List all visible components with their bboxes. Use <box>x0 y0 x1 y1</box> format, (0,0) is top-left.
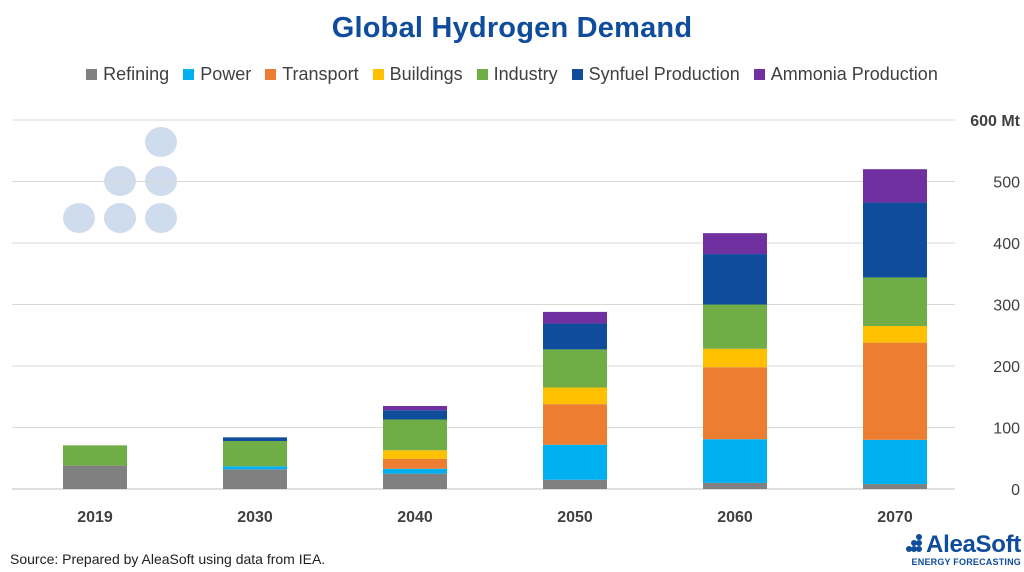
legend-label: Ammonia Production <box>770 64 938 84</box>
y-tick-label: 600 Mt <box>970 113 1020 130</box>
x-tick-label: 2019 <box>77 509 113 526</box>
bar-segment <box>383 468 447 474</box>
bar-segment <box>223 466 287 470</box>
bar-segment <box>223 469 287 489</box>
y-tick-label: 100 <box>993 421 1020 438</box>
bar-segment <box>543 349 607 388</box>
y-tick-label: 400 <box>993 236 1020 253</box>
bar-segment <box>543 323 607 350</box>
logo-tagline: ENERGY FORECASTING <box>911 557 1021 567</box>
logo-name: AleaSoft <box>926 531 1021 558</box>
bar-segment <box>383 473 447 489</box>
bar-segment <box>543 311 607 324</box>
legend-label: Transport <box>282 64 359 84</box>
legend-item: Power <box>183 64 251 85</box>
bar-segment <box>863 326 927 343</box>
x-tick-label: 2050 <box>557 509 593 526</box>
legend-swatch <box>86 69 98 80</box>
legend-item: Industry <box>476 64 558 85</box>
x-tick-label: 2070 <box>877 509 913 526</box>
bar-segment <box>703 304 767 349</box>
chart-title: Global Hydrogen Demand <box>331 12 693 44</box>
bar-segment <box>703 367 767 440</box>
bar-segment <box>543 479 607 489</box>
legend-item: Transport <box>265 64 359 85</box>
y-tick-label: 300 <box>993 298 1020 315</box>
y-axis-ticks: 0 100 200 300 400 500 600 Mt <box>970 113 1020 499</box>
bar-segment <box>863 484 927 489</box>
gridlines <box>12 119 955 490</box>
bar-segment <box>863 169 927 203</box>
bar-segment <box>543 387 607 405</box>
legend-item: Refining <box>86 64 169 85</box>
bar-segment <box>383 410 447 420</box>
legend-label: Power <box>200 64 252 84</box>
bar-segment <box>63 445 127 466</box>
bar-segment <box>383 405 447 411</box>
bar-segment <box>863 277 927 327</box>
y-tick-label: 0 <box>1011 482 1020 499</box>
y-tick-label: 200 <box>993 359 1020 376</box>
bar-segment <box>863 342 927 440</box>
bar-segment <box>63 465 127 489</box>
bar-segment <box>703 254 767 305</box>
legend-swatch <box>372 69 384 80</box>
bar-segment <box>223 437 287 442</box>
x-tick-label: 2060 <box>717 509 753 526</box>
legend-label: Industry <box>493 64 558 84</box>
aleasoft-logo: AleaSoft ENERGY FORECASTING <box>853 533 1021 568</box>
y-tick-label: 500 <box>993 175 1020 192</box>
bar-segment <box>383 419 447 451</box>
legend-swatch <box>571 69 583 80</box>
legend-label: Refining <box>103 64 170 84</box>
legend-item: Buildings <box>372 64 463 85</box>
legend-label: Buildings <box>389 64 463 84</box>
x-tick-label: 2040 <box>397 509 433 526</box>
legend-swatch <box>183 69 195 80</box>
source-note: Source: Prepared by AleaSoft using data … <box>10 551 326 567</box>
bar-segment <box>863 439 927 485</box>
bars <box>63 169 927 489</box>
legend-swatch <box>753 69 765 80</box>
bar-segment <box>543 444 607 480</box>
bar-segment <box>703 233 767 255</box>
bar-segment <box>703 439 767 483</box>
legend-swatch <box>476 69 488 80</box>
bar-segment <box>703 348 767 368</box>
legend: Refining Power Transport Buildings Industry S… <box>0 64 1024 85</box>
x-axis-ticks: 2019 2030 2040 2050 2060 2070 <box>77 509 913 526</box>
bar-segment <box>383 450 447 459</box>
legend-item: Synfuel Production <box>571 64 740 85</box>
bar-segment <box>383 458 447 469</box>
bar-segment <box>543 404 607 445</box>
logo-dots-icon <box>906 534 923 552</box>
legend-item: Ammonia Production <box>753 64 938 85</box>
bar-segment <box>863 202 927 278</box>
legend-label: Synfuel Production <box>588 64 740 84</box>
bar-segment <box>223 441 287 467</box>
bar-segment <box>703 482 767 489</box>
watermark-dots-icon <box>63 127 177 233</box>
x-tick-label: 2030 <box>237 509 273 526</box>
legend-swatch <box>265 69 277 80</box>
